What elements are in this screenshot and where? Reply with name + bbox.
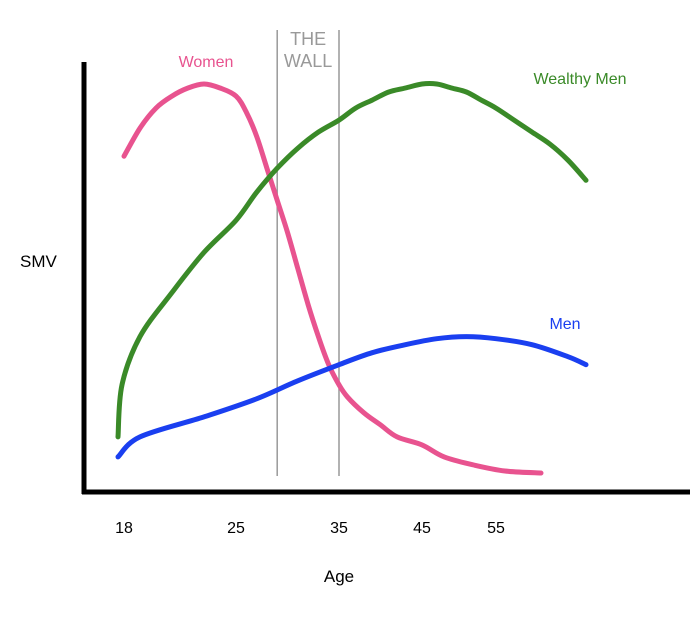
x-axis-label: Age [324,567,354,586]
x-tick-label: 18 [115,520,133,537]
series-line-women [121,81,544,476]
wall-label-line2: WALL [284,51,332,71]
series-label-men: Men [549,316,580,333]
x-tick-label: 55 [487,520,505,537]
series-line-men [115,334,589,460]
x-tick-label: 25 [227,520,245,537]
series-line-wealthy-men [115,81,589,440]
x-tick-label: 45 [413,520,431,537]
series-layer [115,81,589,476]
series-labels: Women Wealthy Men Men [179,54,627,333]
y-axis-label: SMV [20,252,58,271]
x-tick-label: 35 [330,520,348,537]
series-label-wealthy-men: Wealthy Men [533,71,626,88]
series-label-women: Women [179,54,234,71]
wall-label-line1: THE [290,29,326,49]
x-tick-labels: 18 25 35 45 55 [115,520,505,537]
